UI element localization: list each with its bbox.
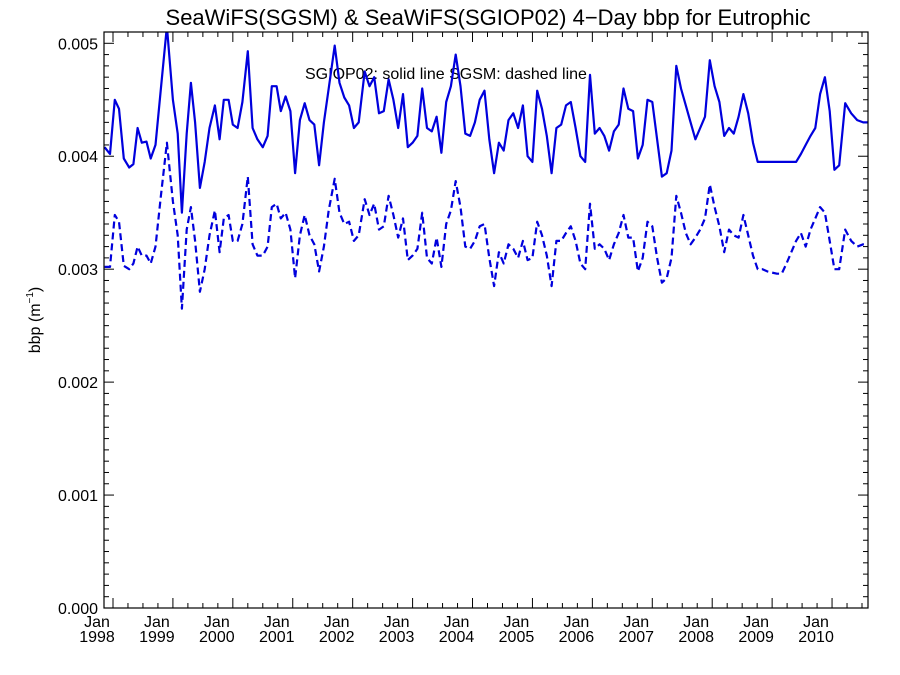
y-tick-label: 0.003: [58, 262, 98, 279]
x-tick-month-label: Jan: [623, 614, 649, 631]
x-tick-year-label: 2010: [798, 629, 834, 646]
axes-group: 0.0000.0010.0020.0030.0040.005Jan1998Jan…: [58, 31, 868, 646]
x-tick-year-label: 1998: [79, 629, 115, 646]
x-tick-month-label: Jan: [563, 614, 589, 631]
y-tick-label: 0.005: [58, 36, 98, 53]
y-tick-label: 0.001: [58, 488, 98, 505]
series-line-sgsm: [104, 141, 868, 310]
plot-frame: [103, 31, 869, 609]
series-group: [104, 32, 868, 310]
x-tick-month-label: Jan: [743, 614, 769, 631]
series-line-sgiop02: [104, 32, 868, 214]
chart-title: SeaWiFS(SGSM) & SeaWiFS(SGIOP02) 4−Day b…: [166, 5, 811, 30]
x-tick-month-label: Jan: [504, 614, 530, 631]
x-tick-year-label: 2008: [678, 629, 714, 646]
x-tick-year-label: 2002: [319, 629, 355, 646]
x-tick-month-label: Jan: [264, 614, 290, 631]
x-tick-month-label: Jan: [144, 614, 170, 631]
legend-annotation: SGIOP02: solid line SGSM: dashed line: [305, 66, 587, 83]
x-tick-year-label: 2005: [499, 629, 535, 646]
y-axis-label-exponent: −1: [25, 292, 36, 304]
x-tick-year-label: 2006: [559, 629, 595, 646]
x-tick-year-label: 2007: [618, 629, 654, 646]
x-tick-month-label: Jan: [803, 614, 829, 631]
x-tick-month-label: Jan: [84, 614, 110, 631]
x-tick-year-label: 1999: [139, 629, 175, 646]
x-tick-year-label: 2000: [199, 629, 235, 646]
x-tick-year-label: 2009: [738, 629, 774, 646]
y-tick-label: 0.002: [58, 375, 98, 392]
x-tick-year-label: 2003: [379, 629, 415, 646]
x-tick-month-label: Jan: [444, 614, 470, 631]
y-axis-label-close: ): [27, 287, 44, 292]
x-tick-year-label: 2004: [439, 629, 475, 646]
x-tick-month-label: Jan: [683, 614, 709, 631]
x-tick-month-label: Jan: [324, 614, 350, 631]
x-tick-year-label: 2001: [259, 629, 295, 646]
x-tick-month-label: Jan: [204, 614, 230, 631]
y-axis-label: bbp (m−1): [25, 287, 44, 354]
x-tick-month-label: Jan: [384, 614, 410, 631]
y-tick-label: 0.004: [58, 149, 98, 166]
y-tick-label: 0.000: [58, 601, 98, 618]
y-axis-label-base: bbp (m: [27, 303, 44, 353]
